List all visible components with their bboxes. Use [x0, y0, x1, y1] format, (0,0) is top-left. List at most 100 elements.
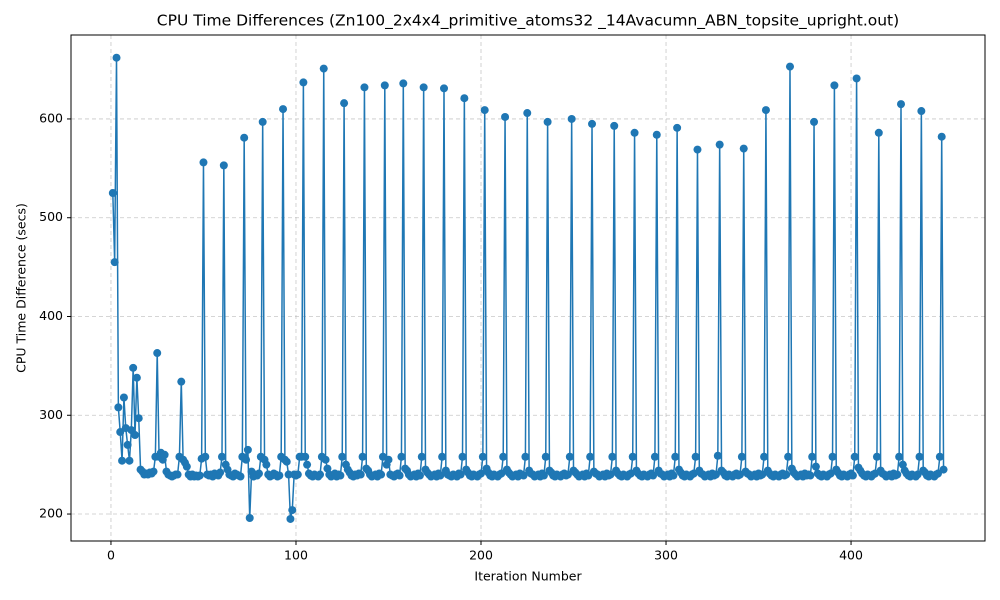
data-point [216, 468, 225, 477]
data-point [356, 470, 365, 479]
y-tick-label: 200 [39, 506, 63, 521]
data-point [149, 467, 158, 476]
data-point [669, 471, 678, 480]
data-point [262, 460, 271, 469]
data-point [713, 451, 722, 460]
data-point [415, 471, 424, 480]
data-point [358, 452, 367, 461]
data-point [397, 452, 406, 461]
data-point [935, 452, 944, 461]
x-tick-label: 400 [839, 548, 863, 563]
data-point [286, 514, 295, 523]
x-tick-label: 0 [107, 548, 115, 563]
data-point [160, 450, 169, 459]
data-point [282, 457, 291, 466]
data-point [567, 114, 576, 123]
y-axis-label: CPU Time Difference (secs) [14, 203, 29, 373]
data-point [586, 452, 595, 461]
data-point [395, 471, 404, 480]
data-point [123, 440, 132, 449]
data-point [477, 469, 486, 478]
data-point [826, 469, 835, 478]
data-point [565, 452, 574, 461]
data-point [131, 431, 140, 440]
data-point [893, 470, 902, 479]
data-point [119, 393, 128, 402]
data-point [852, 74, 861, 83]
data-point [458, 452, 467, 461]
data-point [830, 81, 839, 90]
data-point [110, 258, 119, 267]
data-point [134, 414, 143, 423]
data-point [650, 452, 659, 461]
data-point [652, 130, 661, 139]
data-point [217, 452, 226, 461]
data-point [913, 470, 922, 479]
data-point [293, 470, 302, 479]
data-point [850, 452, 859, 461]
data-point [895, 452, 904, 461]
data-point [610, 121, 619, 130]
data-point [828, 452, 837, 461]
data-point [848, 471, 857, 480]
data-point [336, 471, 345, 480]
data-point [195, 471, 204, 480]
data-point [808, 452, 817, 461]
data-point [671, 452, 680, 461]
x-tick-label: 100 [284, 548, 308, 563]
data-point [242, 455, 251, 464]
data-point [630, 128, 639, 137]
x-tick-label: 200 [469, 548, 493, 563]
data-point [125, 456, 134, 465]
data-point [299, 78, 308, 87]
plot-frame [70, 34, 986, 542]
data-point [275, 471, 284, 480]
data-point [760, 452, 769, 461]
data-point [301, 452, 310, 461]
data-point [338, 452, 347, 461]
data-point [254, 469, 263, 478]
data-point [236, 472, 245, 481]
data-point [377, 470, 386, 479]
data-point [199, 158, 208, 167]
data-point [519, 471, 528, 480]
chart-title: CPU Time Differences (Zn100_2x4x4_primit… [157, 12, 899, 31]
data-point [785, 62, 794, 71]
data-point [132, 373, 141, 382]
y-tick-label: 600 [39, 110, 63, 125]
data-point [543, 117, 552, 126]
data-point [478, 452, 487, 461]
data-point [245, 513, 254, 522]
data-point [584, 471, 593, 480]
data-point [897, 100, 906, 109]
data-point [417, 452, 426, 461]
data-point [784, 452, 793, 461]
data-point [758, 470, 767, 479]
data-point [419, 83, 428, 92]
data-point [153, 349, 162, 358]
data-point [399, 79, 408, 88]
data-point [939, 465, 948, 474]
data-point [182, 462, 191, 471]
data-point [114, 403, 123, 412]
data-point [782, 470, 791, 479]
data-point [129, 363, 138, 372]
data-point [316, 470, 325, 479]
data-point [112, 53, 121, 62]
data-point [806, 471, 815, 480]
data-point [810, 117, 819, 126]
data-point [384, 455, 393, 464]
data-point [240, 133, 249, 142]
data-point [501, 112, 510, 121]
data-point [279, 105, 288, 114]
data-point [588, 119, 597, 128]
data-point [649, 471, 658, 480]
data-point [606, 470, 615, 479]
data-point [917, 107, 926, 116]
data-point [456, 470, 465, 479]
data-point [739, 144, 748, 153]
data-point [711, 470, 720, 479]
data-point [284, 470, 293, 479]
data-point [288, 506, 297, 515]
data-point [319, 64, 328, 73]
